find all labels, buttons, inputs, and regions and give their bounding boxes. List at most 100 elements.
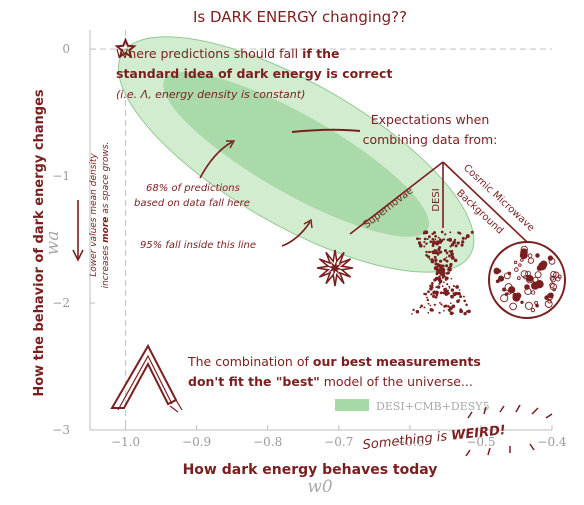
cmb-spot <box>513 260 518 265</box>
desi-dot <box>420 304 423 308</box>
cmb-spot <box>549 275 555 281</box>
desi-dot <box>435 243 438 246</box>
desi-dot <box>429 250 432 253</box>
desi-dot <box>445 251 449 255</box>
desi-dot <box>450 252 454 257</box>
desi-dot <box>444 278 448 281</box>
cmb-spot <box>524 301 533 310</box>
desi-galaxy-dots-icon <box>411 230 474 316</box>
desi-dot <box>444 233 447 236</box>
x-tick-label: −0.5 <box>466 435 495 449</box>
desi-dot <box>449 302 452 305</box>
desi-dot <box>429 284 432 288</box>
desi-dot <box>444 304 448 308</box>
desi-dot <box>423 245 426 248</box>
desi-dot <box>415 309 420 314</box>
tree-label-desi: DESI <box>431 188 442 211</box>
inner-arrowhead-icon <box>226 140 236 149</box>
desi-dot <box>425 242 428 245</box>
cmb-spot <box>523 249 527 253</box>
desi-dot <box>441 238 444 241</box>
desi-dot <box>428 258 431 260</box>
legend: DESI+CMB+DESY5 <box>335 399 490 413</box>
cmb-spot <box>525 270 531 277</box>
desi-dot <box>456 299 460 304</box>
cmb-spot <box>503 272 511 280</box>
cmb-spot <box>547 292 554 299</box>
desi-dot <box>438 251 441 255</box>
desi-dot <box>445 256 448 259</box>
desi-dot <box>447 308 450 311</box>
desi-dot <box>450 294 454 299</box>
inner-contour-pointer <box>199 141 233 179</box>
desi-dot <box>423 237 427 241</box>
cmb-spot <box>516 276 521 280</box>
desi-dot <box>460 243 464 247</box>
desi-dot <box>444 292 449 296</box>
cmb-spot <box>512 292 518 298</box>
bottom-message-line2: don't fit the "best" model of the univer… <box>188 374 473 389</box>
cmb-spot <box>534 271 542 279</box>
y-axis-ticks: 0 −1 −2 −3 <box>52 42 95 437</box>
desi-dot <box>433 255 437 259</box>
desi-dot <box>434 258 438 262</box>
desi-dot <box>416 237 419 241</box>
desi-dot <box>428 235 431 239</box>
cmb-spot <box>557 274 562 279</box>
star-icon <box>114 37 137 59</box>
contour-68 <box>163 72 430 237</box>
desi-dot <box>443 258 447 261</box>
outer-contour-pointer <box>281 221 311 247</box>
desi-dot <box>448 237 453 242</box>
burst-core <box>327 260 343 276</box>
desi-dot <box>440 303 443 306</box>
desi-dot <box>424 230 429 235</box>
desi-dot <box>450 288 455 292</box>
desi-dot <box>435 272 439 276</box>
bottom-2b: "best" <box>276 374 320 389</box>
y-tick-label: −1 <box>52 169 70 183</box>
desi-dot <box>467 309 471 314</box>
bottom-message-line1: The combination of our best measurements <box>187 354 481 369</box>
y-tick-label: −2 <box>52 296 70 310</box>
desi-dot <box>438 264 443 268</box>
desi-dot <box>447 305 450 308</box>
desi-dot <box>443 272 446 275</box>
desi-dot <box>445 287 447 290</box>
outer-arrowhead-icon <box>303 218 313 229</box>
desi-dot <box>441 285 444 288</box>
desi-dot <box>423 292 426 296</box>
desi-dot <box>453 258 458 263</box>
desi-dot <box>430 293 433 296</box>
desi-dot <box>448 306 453 311</box>
cmb-spot <box>550 276 556 283</box>
desi-dot <box>443 281 445 284</box>
desi-dot <box>431 241 435 246</box>
cmb-spot <box>520 245 528 254</box>
desi-dot <box>427 255 431 259</box>
desi-dot <box>435 290 438 293</box>
desi-dot <box>437 268 442 272</box>
desi-dot <box>436 253 440 256</box>
desi-dot <box>425 250 428 254</box>
desi-dot <box>447 268 450 271</box>
cmb-spot <box>524 284 530 290</box>
supernova-burst-icon <box>316 249 354 287</box>
desi-dot <box>441 269 446 273</box>
outer-contour-note: 95% fall inside this line <box>140 240 256 251</box>
bottom-1a: The combination of <box>187 354 313 369</box>
desi-dot <box>452 240 456 245</box>
desi-dot <box>463 311 467 316</box>
weird-b: WEIRD! <box>450 423 506 444</box>
desi-dot <box>449 262 453 267</box>
desi-dot <box>417 241 422 245</box>
cmb-spot <box>518 263 522 267</box>
star-annotation-line3: (i.e. Λ, energy density is constant) <box>116 88 305 101</box>
desi-dot <box>436 285 441 289</box>
desi-dot <box>443 249 448 253</box>
desi-dot <box>435 293 439 296</box>
desi-dot <box>459 295 463 299</box>
down-arrow-icon <box>72 200 84 262</box>
desi-dot <box>449 245 452 248</box>
desi-dot <box>450 255 455 260</box>
